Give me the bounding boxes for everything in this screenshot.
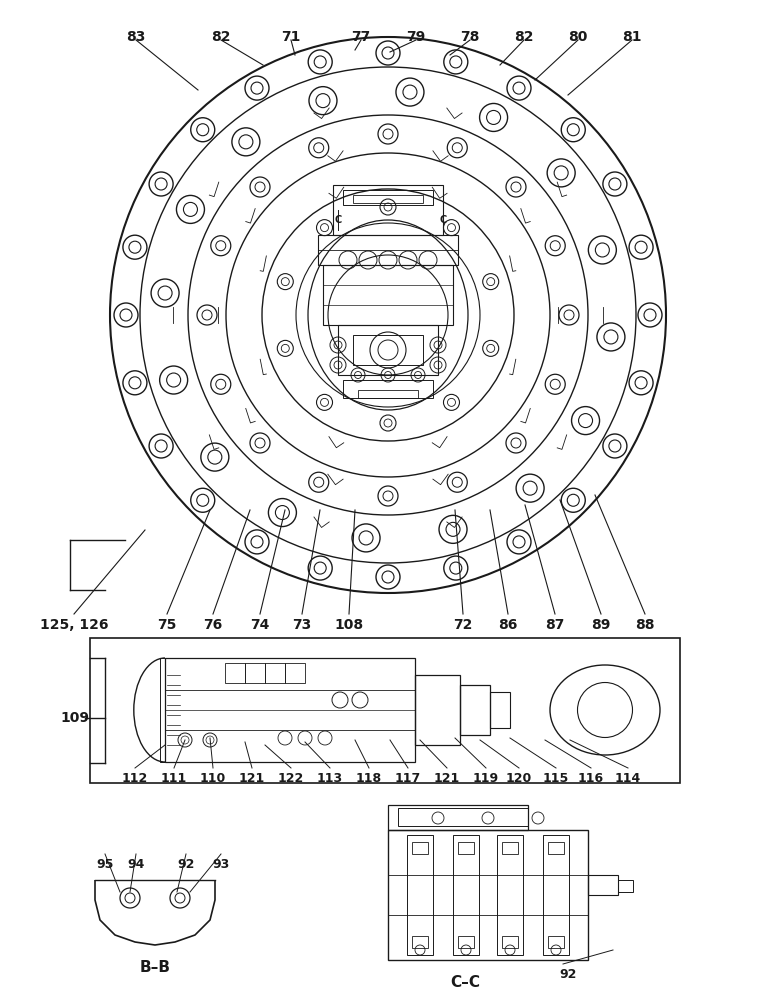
Bar — [165, 658, 415, 762]
Text: 89: 89 — [591, 618, 611, 632]
Text: 109: 109 — [60, 711, 89, 725]
Text: 75: 75 — [158, 618, 177, 632]
Text: 112: 112 — [122, 772, 148, 785]
Text: 73: 73 — [293, 618, 312, 632]
Bar — [285, 663, 305, 683]
Text: 93: 93 — [213, 858, 230, 871]
Text: 92: 92 — [559, 968, 577, 981]
Bar — [458, 842, 474, 854]
Text: 122: 122 — [278, 772, 304, 785]
Bar — [353, 335, 423, 365]
Bar — [333, 185, 443, 235]
Text: C: C — [334, 215, 341, 225]
Text: 92: 92 — [177, 858, 195, 871]
Bar — [318, 235, 458, 265]
Bar — [358, 390, 418, 398]
Text: 120: 120 — [506, 772, 532, 785]
Bar — [415, 675, 460, 745]
Bar — [245, 663, 265, 683]
Text: 87: 87 — [546, 618, 565, 632]
Text: 78: 78 — [460, 30, 480, 44]
Text: 116: 116 — [578, 772, 604, 785]
Text: 111: 111 — [161, 772, 187, 785]
Text: 110: 110 — [200, 772, 226, 785]
Bar — [458, 936, 474, 948]
Bar — [323, 265, 453, 325]
Text: 114: 114 — [615, 772, 641, 785]
Bar — [388, 805, 528, 830]
Bar — [90, 638, 680, 783]
Text: 118: 118 — [356, 772, 382, 785]
Text: 72: 72 — [453, 618, 473, 632]
Text: 81: 81 — [622, 30, 642, 44]
Text: B–B: B–B — [140, 960, 171, 975]
Text: 74: 74 — [251, 618, 270, 632]
Text: 82: 82 — [514, 30, 534, 44]
Text: 115: 115 — [543, 772, 569, 785]
Text: C–C: C–C — [450, 975, 480, 990]
Bar — [398, 808, 528, 826]
Text: 80: 80 — [568, 30, 587, 44]
Bar — [618, 880, 633, 892]
Bar — [388, 830, 588, 960]
Bar — [338, 325, 438, 375]
Bar — [453, 835, 479, 955]
Text: 113: 113 — [317, 772, 343, 785]
Text: 121: 121 — [434, 772, 460, 785]
Bar — [502, 936, 518, 948]
Text: 71: 71 — [282, 30, 300, 44]
Text: 125, 126: 125, 126 — [40, 618, 108, 632]
Text: 117: 117 — [395, 772, 421, 785]
Bar — [343, 190, 433, 205]
Text: 77: 77 — [352, 30, 371, 44]
Bar — [548, 842, 564, 854]
Bar — [353, 195, 423, 203]
Bar — [460, 685, 490, 735]
Bar — [343, 380, 433, 398]
Bar — [502, 842, 518, 854]
Bar — [548, 936, 564, 948]
Text: 121: 121 — [239, 772, 265, 785]
Text: 83: 83 — [126, 30, 146, 44]
Text: 119: 119 — [473, 772, 499, 785]
Bar — [407, 835, 433, 955]
Bar — [265, 663, 285, 683]
Bar — [160, 658, 165, 762]
Text: 79: 79 — [407, 30, 425, 44]
Text: 76: 76 — [203, 618, 223, 632]
Bar — [588, 875, 618, 895]
Text: 82: 82 — [211, 30, 230, 44]
Text: 94: 94 — [127, 858, 144, 871]
Bar — [497, 835, 523, 955]
Bar — [225, 663, 245, 683]
Text: 86: 86 — [498, 618, 518, 632]
Text: C: C — [439, 215, 447, 225]
Bar — [543, 835, 569, 955]
Bar — [412, 842, 428, 854]
Text: 95: 95 — [96, 858, 114, 871]
Bar — [490, 692, 510, 728]
Text: 88: 88 — [636, 618, 655, 632]
Bar — [412, 936, 428, 948]
Text: 108: 108 — [334, 618, 364, 632]
